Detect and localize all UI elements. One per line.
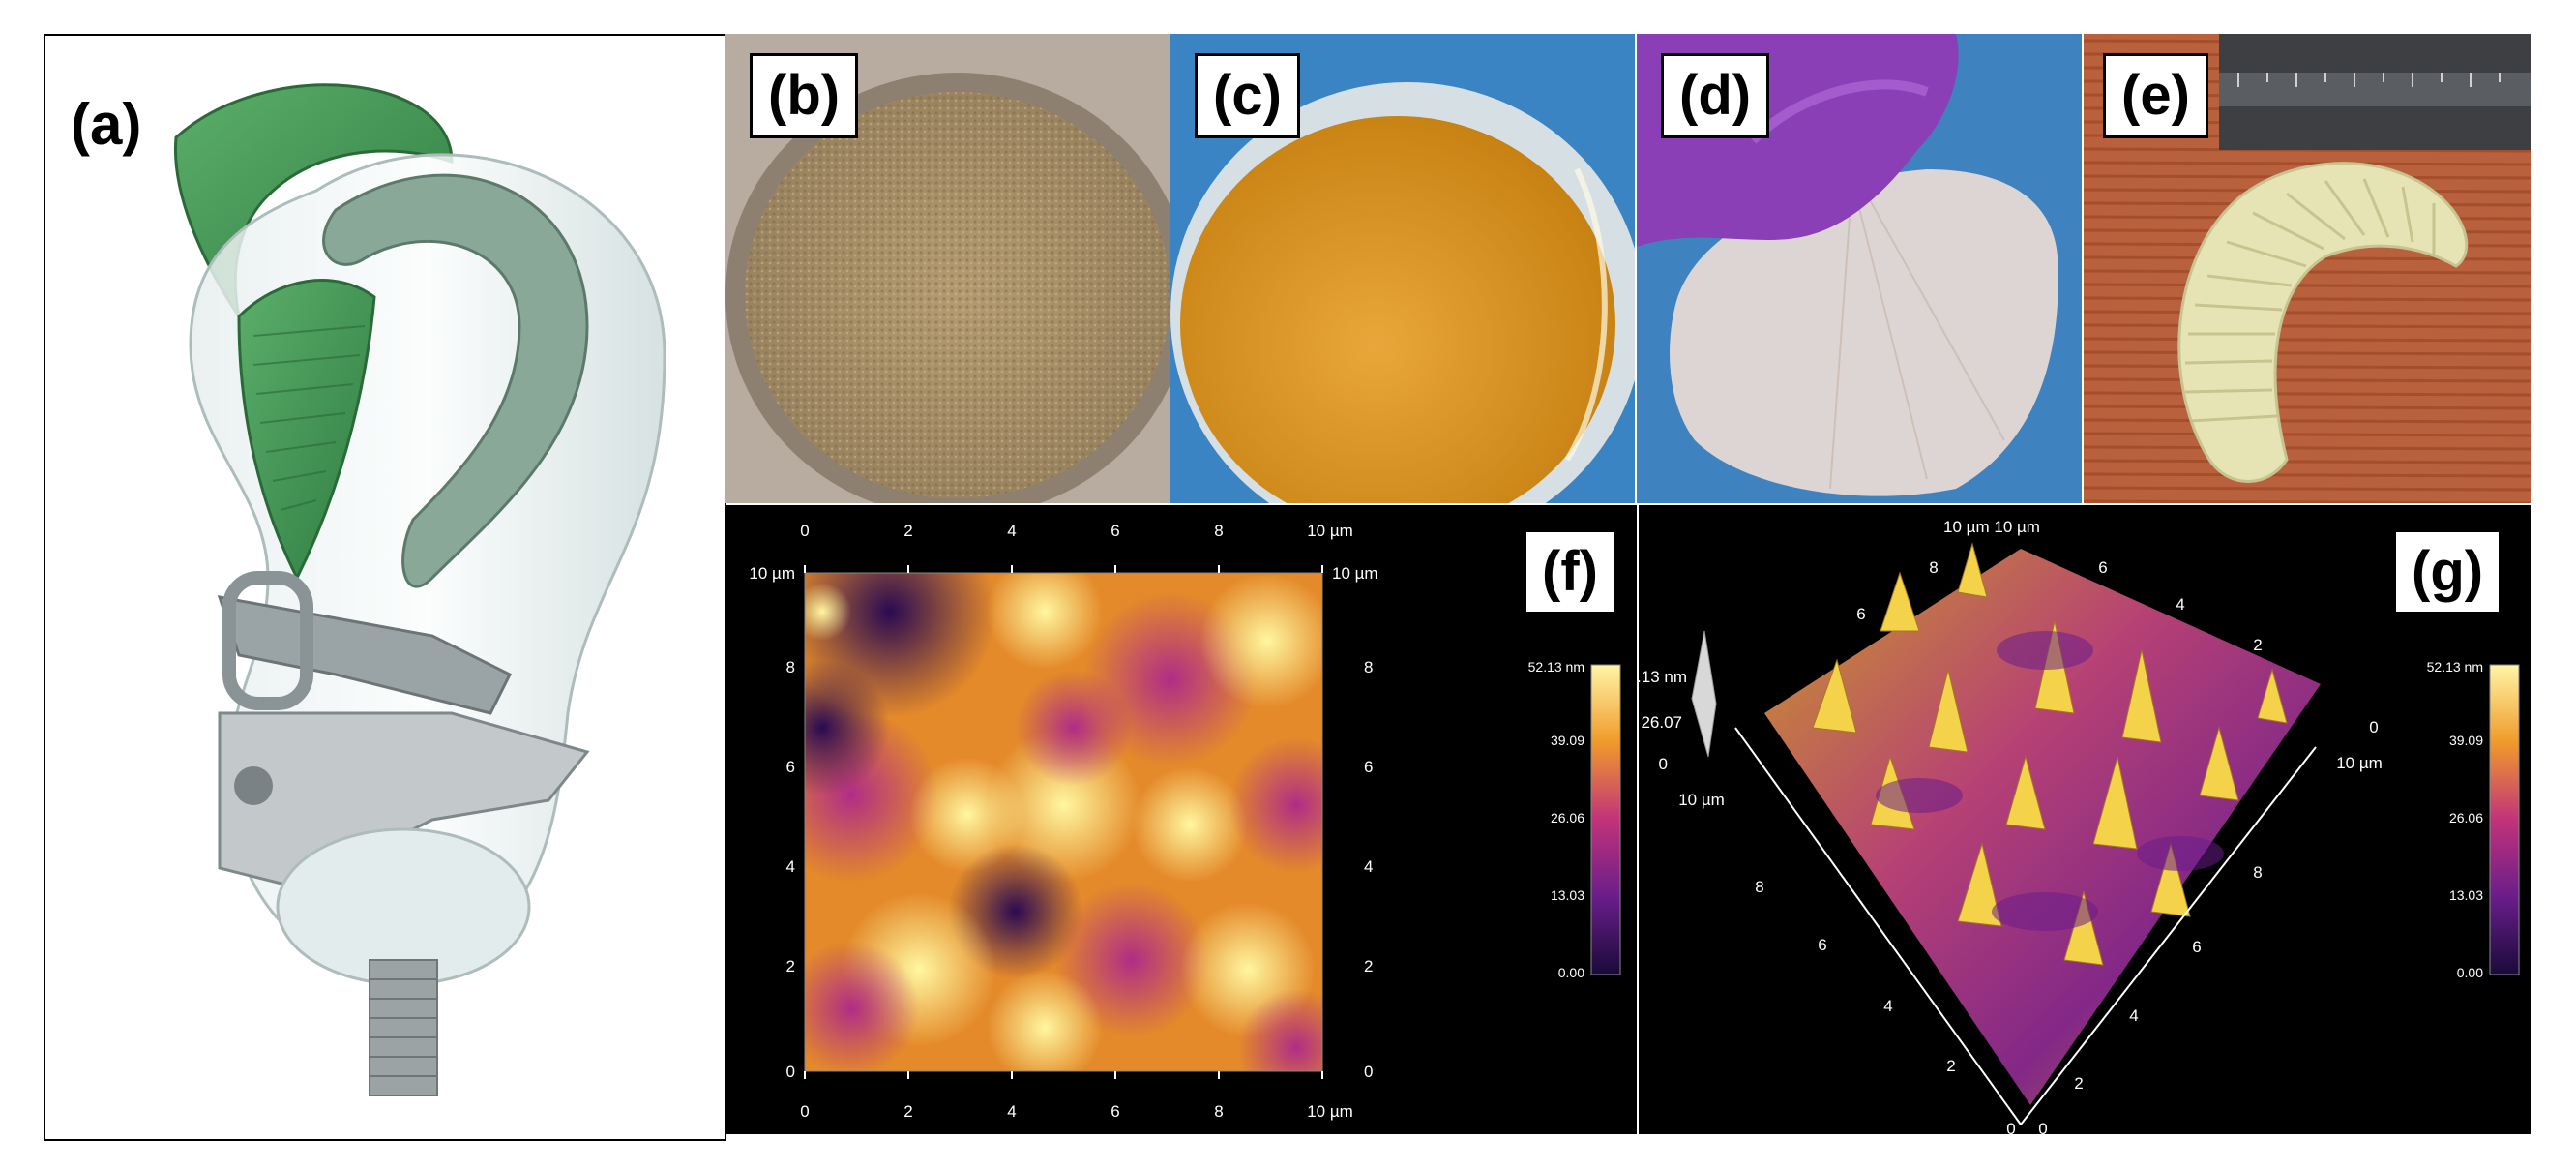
panel-b-label: (b) — [750, 53, 859, 138]
afm3d-colorbar-tick-1: 39.09 — [2449, 733, 2483, 748]
afm3d-left-tick-0: 10 µm — [1678, 791, 1725, 809]
afm3d-right-tick-3: 2 — [2074, 1074, 2083, 1093]
afm3d-back-right-tick-1: 4 — [2176, 595, 2184, 614]
printed-insole — [2177, 162, 2469, 483]
afm2d-bottom-xtick-3: 6 — [1110, 1102, 1119, 1121]
afm3d-left-tick-3: 4 — [1883, 997, 1892, 1015]
afm2d-colorbar-tick-1: 39.09 — [1551, 733, 1584, 748]
afm2d-left-ytick-1: 8 — [786, 658, 795, 676]
afm3d-right-tick-4: 0 — [2038, 1120, 2047, 1134]
green-insole-left — [237, 279, 376, 582]
afm3d-valleys — [1876, 631, 2224, 931]
inner-hook — [322, 173, 589, 588]
afm3d-back-left-tick-0: 8 — [1929, 558, 1938, 577]
clamp-loop — [222, 571, 313, 710]
afm3d-back-right-tick-0: 6 — [2098, 558, 2107, 577]
afm3d-colorbar-tick-0: 52.13 nm — [2427, 659, 2483, 675]
afm3d-colorbar-tick-3: 13.03 — [2449, 887, 2483, 903]
afm2d-right-ytick-5: 0 — [1364, 1063, 1373, 1081]
panel-e-printed-insole-photo: (e) — [2084, 34, 2531, 503]
afm2d-right-ytick-2: 6 — [1364, 758, 1373, 776]
afm2d-top-xtick-0: 0 — [800, 522, 809, 540]
panel-g-label: (g) — [2393, 529, 2502, 615]
afm2d-left-ytick-4: 2 — [786, 957, 795, 975]
afm3d-back-left-tick-1: 6 — [1856, 605, 1865, 623]
afm3d-top-label: 10 µm 10 µm — [1943, 518, 2040, 536]
afm2d-top-xtick-1: 2 — [903, 522, 912, 540]
afm2d-bottom-xtick-4: 8 — [1214, 1102, 1223, 1121]
afm-3d-surface-plot: 10 µm 10 µm 52.13 nm 26.07 0 10 µm 8 6 4… — [1639, 518, 2520, 1134]
afm2d-left-ytick-2: 6 — [786, 758, 795, 776]
afm3d-right-end-label: 10 µm — [2336, 754, 2383, 772]
afm3d-edge-spike — [1691, 630, 1717, 758]
afm2d-right-ytick-1: 8 — [1364, 658, 1373, 676]
film-sheet — [1670, 169, 2058, 496]
afm2d-bottom-xtick-5: 10 µm — [1307, 1102, 1353, 1121]
threaded-post — [369, 959, 438, 1096]
afm3d-left-tick-2: 6 — [1818, 936, 1826, 954]
afm2d-top-xtick-4: 8 — [1214, 522, 1223, 540]
clamp-bracket — [217, 595, 513, 715]
afm2d-bottom-xtick-2: 4 — [1007, 1102, 1016, 1121]
afm3d-ztick-0: 52.13 nm — [1639, 668, 1687, 686]
panel-c-solution-photo: (c) — [1170, 34, 1635, 503]
panel-e-label: (e) — [2103, 53, 2208, 138]
panel-a-label: (a) — [71, 92, 142, 157]
afm2d-colorbar-tick-0: 52.13 nm — [1528, 659, 1584, 675]
afm3d-right-tick-0: 8 — [2253, 863, 2262, 882]
afm2d-bottom-xtick-1: 2 — [903, 1102, 912, 1121]
afm2d-top-xtick-3: 6 — [1110, 522, 1119, 540]
afm3d-left-tick-5: 0 — [2006, 1120, 2015, 1134]
afm-2d-map: 0 2 4 6 8 10 µm 0 2 4 6 8 10 µm 10 µm 8 … — [749, 522, 1621, 1121]
afm3d-left-tick-1: 8 — [1755, 878, 1763, 896]
afm3d-back-right-tick-3: 0 — [2369, 718, 2378, 736]
panel-d-film-photo: (d) — [1637, 34, 2082, 503]
afm2d-right-ytick-4: 2 — [1364, 957, 1373, 975]
afm2d-colorbar-tick-3: 13.03 — [1551, 887, 1584, 903]
afm2d-colorbar-tick-2: 26.06 — [1551, 810, 1584, 825]
prosthesis-illustration — [173, 83, 666, 1096]
afm3d-colorbar-tick-2: 26.06 — [2449, 810, 2483, 825]
adapter-bolt — [234, 766, 273, 805]
afm2d-top-xtick-2: 4 — [1007, 522, 1016, 540]
panel-f-afm-2d: 0 2 4 6 8 10 µm 0 2 4 6 8 10 µm 10 µm 8 … — [725, 505, 1637, 1134]
afm2d-colorbar — [1590, 664, 1621, 975]
afm3d-left-tick-4: 2 — [1946, 1057, 1955, 1075]
afm3d-back-right-tick-2: 2 — [2253, 636, 2262, 654]
afm2d-colorbar-tick-4: 0.00 — [1558, 965, 1584, 980]
afm3d-right-tick-1: 6 — [2192, 938, 2201, 956]
panel-g-afm-3d: 10 µm 10 µm 52.13 nm 26.07 0 10 µm 8 6 4… — [1639, 505, 2531, 1134]
pyramid-adapter — [218, 711, 590, 889]
afm-2d-surface — [805, 573, 1322, 1071]
afm3d-colorbar-tick-4: 0.00 — [2457, 965, 2483, 980]
afm2d-left-ytick-5: 0 — [786, 1063, 795, 1081]
afm3d-ztick-2: 0 — [1659, 755, 1668, 773]
panel-b-powder-photo: (b) — [725, 34, 1170, 503]
panel-f-label: (f) — [1524, 529, 1616, 615]
panel-a-prosthesis-model: (a) — [44, 34, 726, 1141]
afm3d-right-tick-2: 4 — [2129, 1006, 2138, 1025]
solution-dish — [1170, 34, 1635, 503]
afm3d-colorbar — [2489, 664, 2520, 975]
film-held-by-glove — [1637, 34, 2082, 503]
afm2d-right-ytick-0: 10 µm — [1332, 564, 1378, 583]
powder-dish — [725, 34, 1170, 503]
afm2d-right-ytick-3: 4 — [1364, 857, 1373, 876]
panel-d-label: (d) — [1661, 53, 1770, 138]
afm3d-ztick-1: 26.07 — [1641, 713, 1682, 732]
afm2d-left-ytick-3: 4 — [786, 857, 795, 876]
afm2d-left-ytick-0: 10 µm — [749, 564, 795, 583]
afm2d-top-xtick-5: 10 µm — [1307, 522, 1353, 540]
afm2d-bottom-xtick-0: 0 — [800, 1102, 809, 1121]
panel-c-label: (c) — [1195, 53, 1300, 138]
